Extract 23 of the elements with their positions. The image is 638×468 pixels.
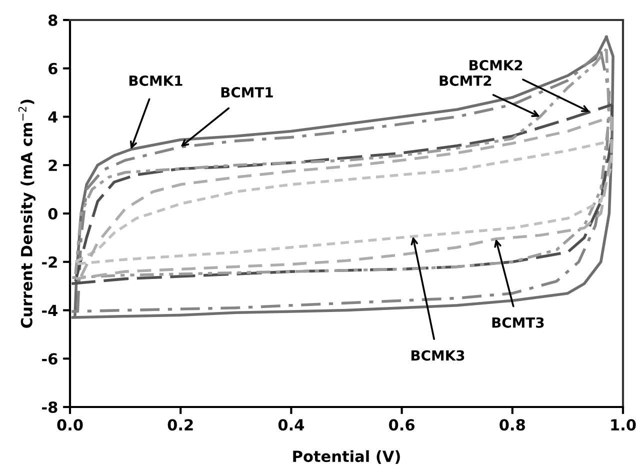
annotation: BCMK3 — [412, 350, 464, 361]
annotation: BCMK1 — [129, 75, 182, 86]
x-tick-label: 0.6 — [389, 419, 415, 431]
x-tick-label: 0.4 — [278, 419, 304, 431]
y-tick-label: 2 — [48, 160, 57, 171]
annotation: BCMT3 — [492, 317, 544, 328]
y-tick-label: -4 — [42, 304, 58, 316]
y-tick-label: 4 — [48, 111, 58, 123]
y-tick-label: -8 — [42, 401, 58, 414]
x-axis-title: Potential (V) — [293, 450, 400, 464]
y-tick-label: 8 — [48, 14, 58, 26]
x-tick-label: 0.2 — [168, 419, 193, 431]
y-tick-label: -6 — [42, 353, 58, 365]
y-tick-label: -2 — [42, 256, 57, 268]
x-tick-label: 0.0 — [57, 419, 83, 431]
annotation: BCMT2 — [440, 75, 492, 86]
y-axis-title: Current Density (mA cm$^{−2}$) — [18, 100, 36, 328]
x-tick-label: 0.8 — [500, 419, 525, 431]
y-tick-label: 0 — [48, 208, 58, 220]
annotation: BCMT1 — [221, 87, 273, 98]
x-tick-label: 1.0 — [611, 419, 636, 431]
y-tick-label: 6 — [48, 62, 58, 74]
annotation: BCMK2 — [470, 60, 522, 70]
